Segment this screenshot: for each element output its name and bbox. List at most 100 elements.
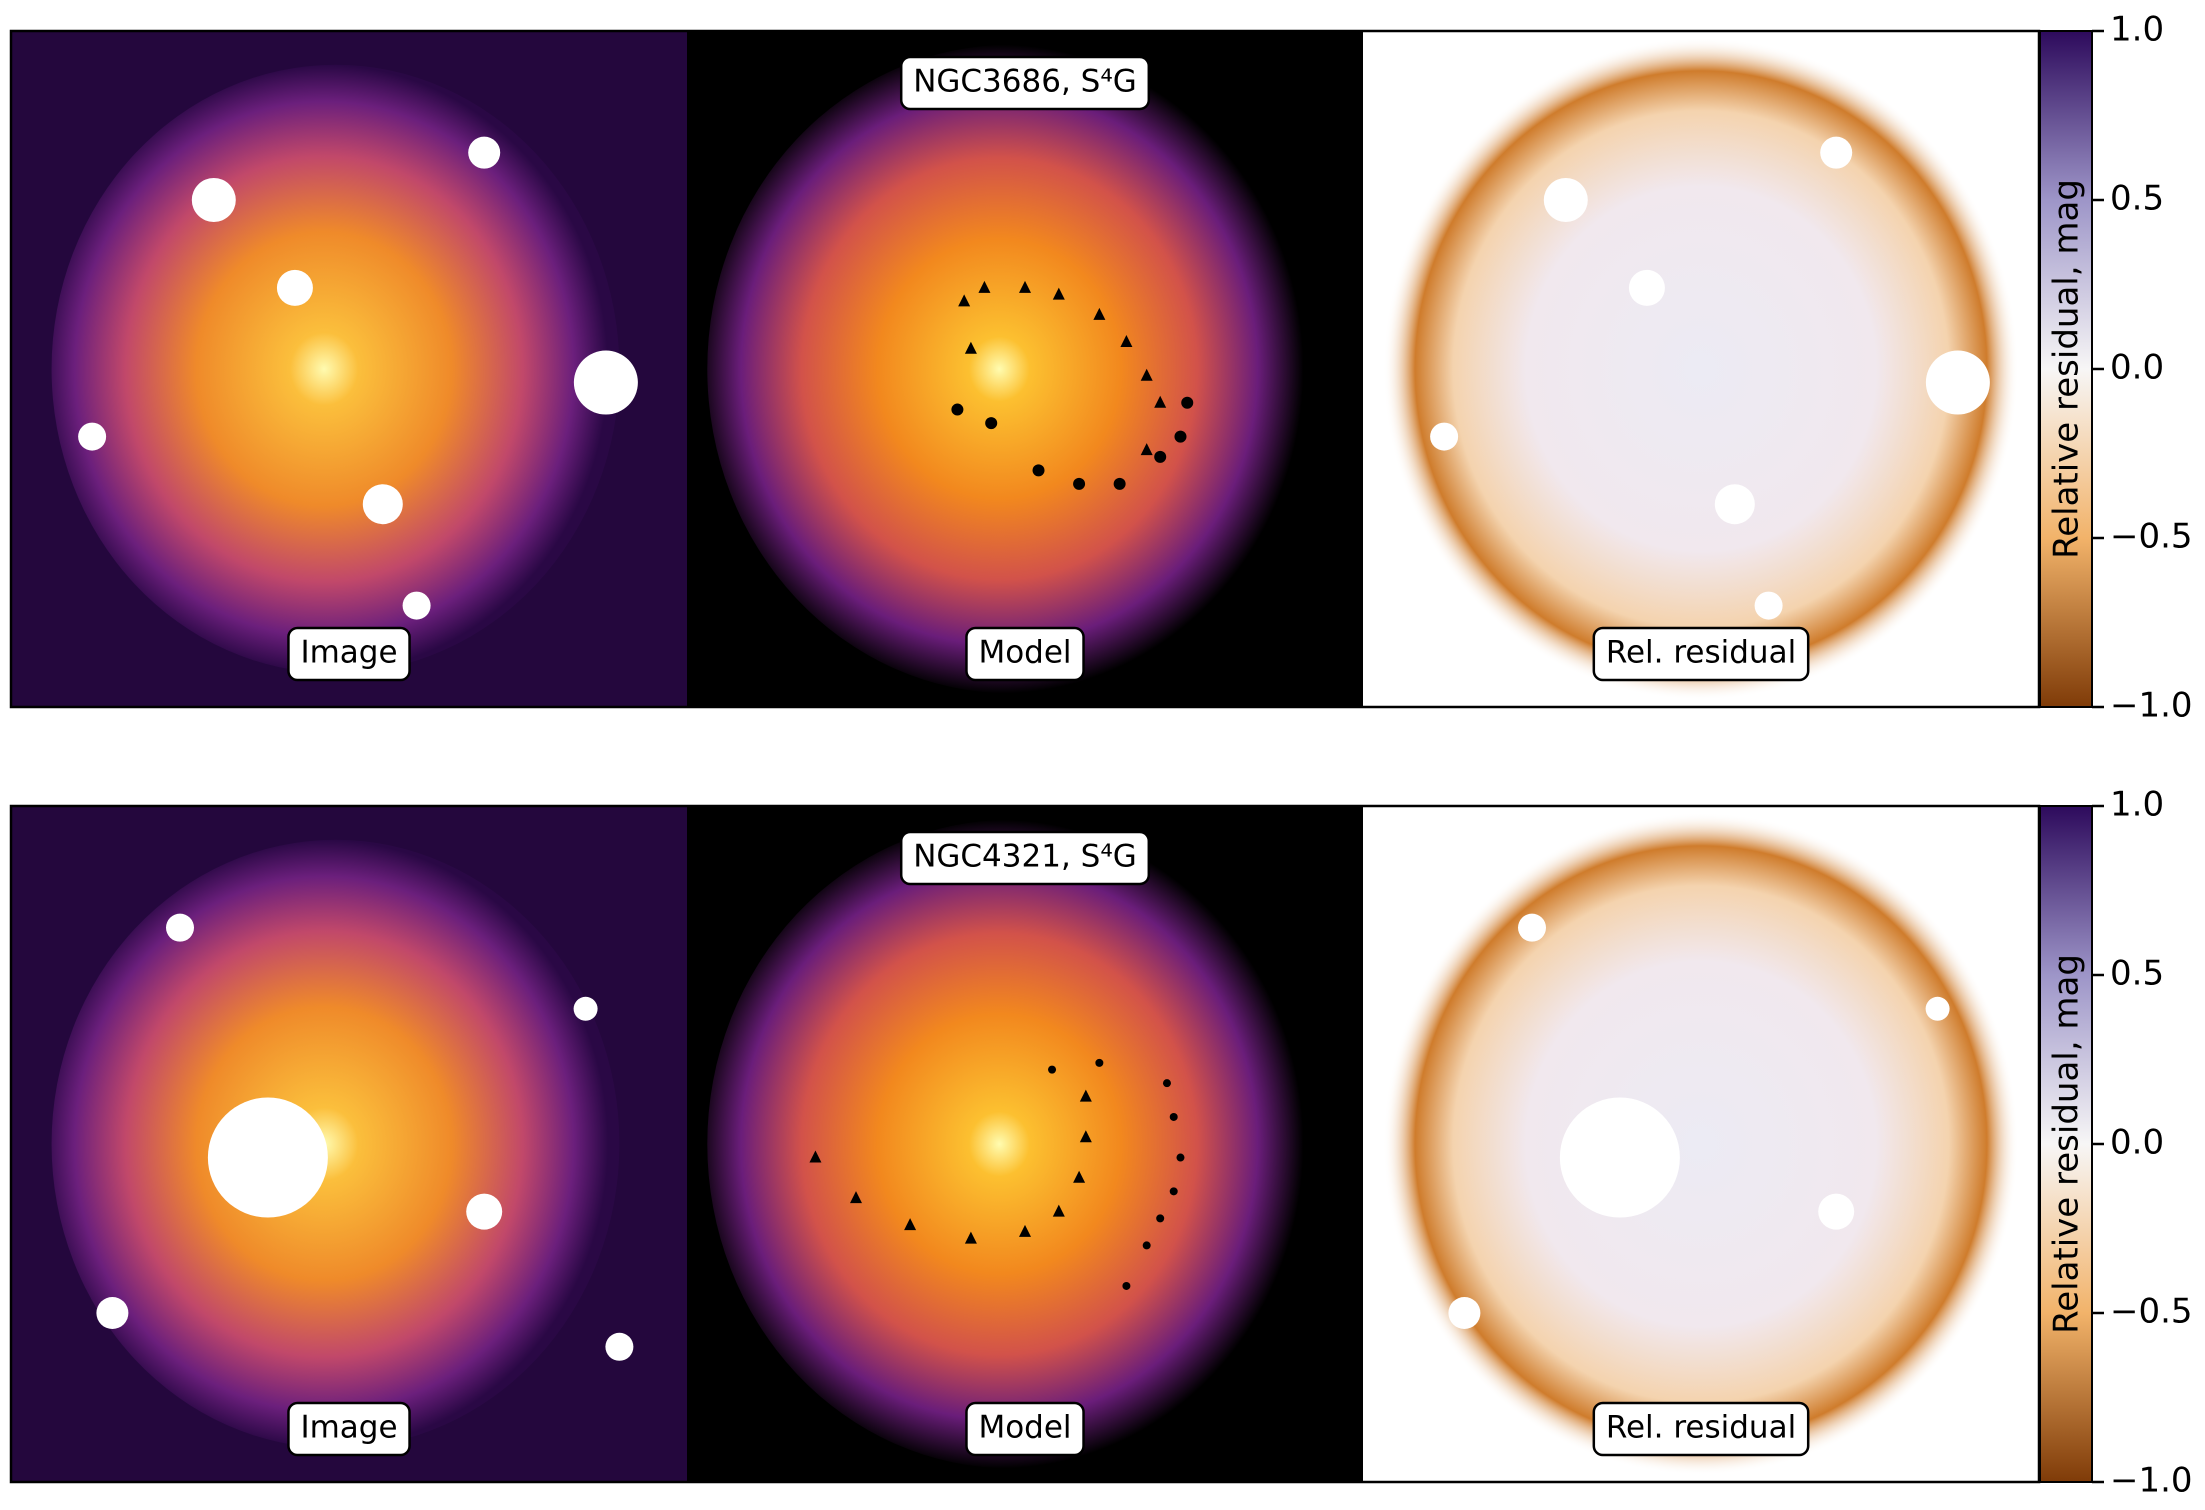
mask xyxy=(1448,1297,1481,1329)
panel-title: NGC3686, S⁴G xyxy=(913,64,1137,100)
panel-title-box xyxy=(899,55,1151,111)
arm-point xyxy=(978,280,991,293)
colorbar-label: Relative residual, mag xyxy=(2047,954,2087,1334)
arm-point xyxy=(1174,430,1187,443)
arm-point xyxy=(1176,1153,1185,1162)
mask xyxy=(1559,1097,1680,1218)
mask xyxy=(166,913,194,942)
colorbar-tick-label: 0.0 xyxy=(2110,348,2164,388)
arm-point xyxy=(1095,1058,1104,1067)
galaxy-image xyxy=(51,839,620,1449)
panel-label-box xyxy=(287,626,411,682)
mask xyxy=(1820,136,1853,169)
panel-label: Image xyxy=(300,1410,397,1446)
mask xyxy=(466,1193,503,1230)
arm-point xyxy=(1142,1241,1151,1250)
arm-point xyxy=(1073,477,1086,490)
colorbar-tick-label: −1.0 xyxy=(2110,1461,2193,1501)
panel-label-box xyxy=(287,1401,411,1457)
arm-point xyxy=(904,1218,917,1231)
mask xyxy=(1754,591,1783,620)
galaxy-image xyxy=(51,64,620,674)
arm-point xyxy=(951,403,964,416)
mask xyxy=(605,1332,634,1361)
colorbar-tick-label: −0.5 xyxy=(2110,517,2193,557)
arm-point xyxy=(1073,1170,1086,1183)
mask xyxy=(402,591,431,620)
panel-row: NGC4321, S⁴G Image Model Rel. residual 1.0 0.… xyxy=(9,785,2193,1501)
colorbar-label: Relative residual, mag xyxy=(2047,179,2087,559)
arm-point xyxy=(958,294,971,307)
galaxy-model xyxy=(707,819,1316,1469)
panel-label: Model xyxy=(978,1410,1071,1446)
panel-label: Image xyxy=(300,635,397,671)
arm-point xyxy=(1079,1130,1092,1143)
mask xyxy=(78,422,107,451)
panel-title-box xyxy=(899,830,1151,886)
mask xyxy=(573,996,598,1021)
arm-point xyxy=(1154,450,1167,463)
galaxy-model xyxy=(707,44,1316,694)
mask xyxy=(573,350,638,415)
arm-point xyxy=(1181,396,1194,409)
arm-point xyxy=(1156,1214,1165,1223)
arm-point xyxy=(1093,307,1106,320)
mask xyxy=(1628,269,1665,306)
arm-point xyxy=(1052,1204,1065,1217)
arm-point xyxy=(964,1231,977,1244)
mask xyxy=(1714,484,1755,525)
arm-point xyxy=(964,341,977,354)
colorbar-tick-label: 0.5 xyxy=(2110,179,2164,219)
panel-label: Rel. residual xyxy=(1606,635,1796,671)
arm-point xyxy=(985,417,998,430)
mask xyxy=(191,178,236,222)
colorbar xyxy=(2039,30,2093,708)
panel-label: Model xyxy=(978,635,1071,671)
arm-point xyxy=(1162,1079,1171,1088)
panel-label-box xyxy=(965,1401,1085,1457)
colorbar-tick-label: −0.5 xyxy=(2110,1292,2193,1332)
residual-map xyxy=(1383,812,2019,1476)
mask xyxy=(1430,422,1459,451)
colorbar-tick-label: 0.5 xyxy=(2110,954,2164,994)
panel-label-box xyxy=(1592,626,1810,682)
arm-point xyxy=(1019,1224,1031,1237)
arm-point xyxy=(1169,1187,1178,1196)
colorbar-tick-label: 1.0 xyxy=(2110,785,2164,825)
panel-label-box xyxy=(1592,1401,1810,1457)
arm-point xyxy=(1154,395,1167,408)
arm-point xyxy=(1122,1281,1131,1290)
arm-point xyxy=(809,1150,822,1163)
arm-point xyxy=(1169,1112,1178,1121)
colorbar-tick-label: 1.0 xyxy=(2110,10,2164,50)
arm-point xyxy=(1019,280,1031,293)
mask xyxy=(207,1097,328,1218)
mask xyxy=(1543,178,1588,222)
mask xyxy=(96,1297,129,1329)
arm-point xyxy=(1032,464,1045,477)
mask xyxy=(1818,1193,1855,1230)
arm-point xyxy=(1052,287,1065,300)
mask xyxy=(468,136,501,169)
panel-title: NGC4321, S⁴G xyxy=(913,839,1137,875)
mask xyxy=(1925,996,1950,1021)
panel-label-box xyxy=(965,626,1085,682)
colorbar-tick-label: 0.0 xyxy=(2110,1123,2164,1163)
residual-map xyxy=(1383,37,2019,701)
mask xyxy=(1957,1332,1986,1361)
arm-point xyxy=(1048,1065,1057,1074)
arm-point xyxy=(850,1191,862,1204)
mask xyxy=(362,484,403,525)
panel-label: Rel. residual xyxy=(1606,1410,1796,1446)
panel-row: NGC3686, S⁴G Image Model Rel. residual 1.0 0.… xyxy=(9,10,2193,726)
arm-point xyxy=(1079,1089,1092,1102)
colorbar-tick-label: −1.0 xyxy=(2110,686,2193,726)
arm-point xyxy=(1113,477,1126,490)
colorbar xyxy=(2039,805,2093,1483)
arm-point xyxy=(1140,368,1153,381)
mask xyxy=(1925,350,1990,415)
arm-point xyxy=(1140,443,1153,456)
arm-point xyxy=(1120,334,1133,347)
mask xyxy=(276,269,313,306)
